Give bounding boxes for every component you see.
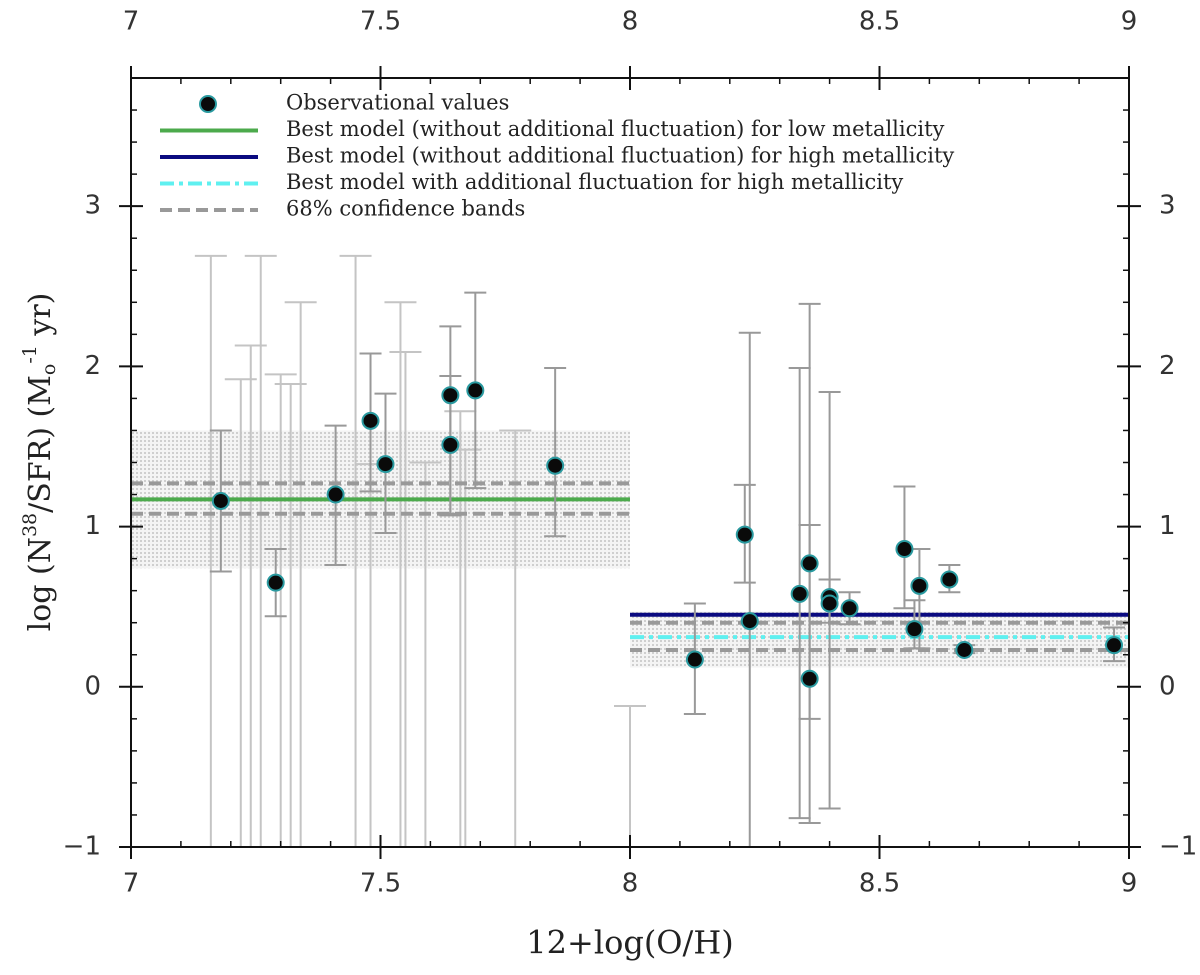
y-tick-label: −1 (63, 832, 101, 862)
data-point (685, 650, 704, 669)
legend-label: 68% confidence bands (286, 197, 525, 221)
y-axis-label: log (N38/SFR) (Mo-1 yr) (19, 293, 60, 632)
y-axis-label-part: yr) (23, 293, 58, 346)
y-tick-label-right: 1 (1159, 511, 1176, 541)
data-point (1105, 636, 1124, 655)
data-point (211, 491, 230, 510)
legend-label: Best model (without additional fluctuati… (286, 117, 945, 141)
data-point (466, 381, 485, 400)
axes: 7 7 7.5 7.5 8 8 8.5 8.5 9 9 −1 −1 0 0 1 1 2 2 3 3 (63, 7, 1198, 899)
y-tick-label: 2 (84, 351, 101, 381)
data-point (326, 485, 345, 504)
x-tick-label: 8.5 (859, 869, 900, 899)
y-tick-label-right: 3 (1159, 191, 1176, 221)
data-point (361, 411, 380, 430)
legend-label: Best model with additional fluctuation f… (286, 170, 903, 194)
y-axis-label-part: 38 (19, 513, 41, 537)
data-point (840, 599, 859, 618)
data-point (266, 573, 285, 592)
data-point (441, 435, 460, 454)
data-point (740, 612, 759, 631)
y-axis-label-part: o (38, 364, 60, 375)
y-tick-label-right: 2 (1159, 351, 1176, 381)
data-point (800, 669, 819, 688)
x-tick-label-top: 7.5 (360, 7, 401, 37)
x-tick-label-top: 8.5 (859, 7, 900, 37)
legend-marker (199, 95, 217, 113)
confidence-band (630, 611, 1129, 668)
y-axis-label-part: log (N (23, 537, 58, 631)
data-point (546, 456, 565, 475)
data-point (910, 576, 929, 595)
data-point (441, 386, 460, 405)
x-tick-label-top: 7 (123, 7, 140, 37)
x-tick-label: 8 (622, 869, 639, 899)
x-tick-label: 7 (123, 869, 140, 899)
plot-area (131, 254, 1129, 847)
data-point (955, 640, 974, 659)
x-tick-label: 7.5 (360, 869, 401, 899)
y-tick-label: 3 (84, 191, 101, 221)
y-tick-label: 0 (84, 671, 101, 701)
data-point (905, 620, 924, 639)
x-axis-label: 12+log(O/H) (526, 924, 733, 962)
data-point (376, 455, 395, 474)
x-tick-label: 9 (1121, 869, 1138, 899)
legend-label: Best model (without additional fluctuati… (286, 144, 954, 168)
y-tick-label-right: 0 (1159, 671, 1176, 701)
y-axis-label-part: -1 (19, 345, 41, 364)
data-point (790, 584, 809, 603)
y-axis-label-part: /SFR) (M (23, 375, 58, 513)
x-tick-label-top: 8 (622, 7, 639, 37)
data-point (800, 554, 819, 573)
data-point (940, 570, 959, 589)
data-point (820, 594, 839, 613)
data-point (895, 540, 914, 559)
y-tick-label-right: −1 (1159, 832, 1197, 862)
x-tick-label-top: 9 (1121, 7, 1138, 37)
y-tick-label: 1 (84, 511, 101, 541)
data-point (735, 525, 754, 544)
legend-label: Observational values (286, 91, 509, 115)
